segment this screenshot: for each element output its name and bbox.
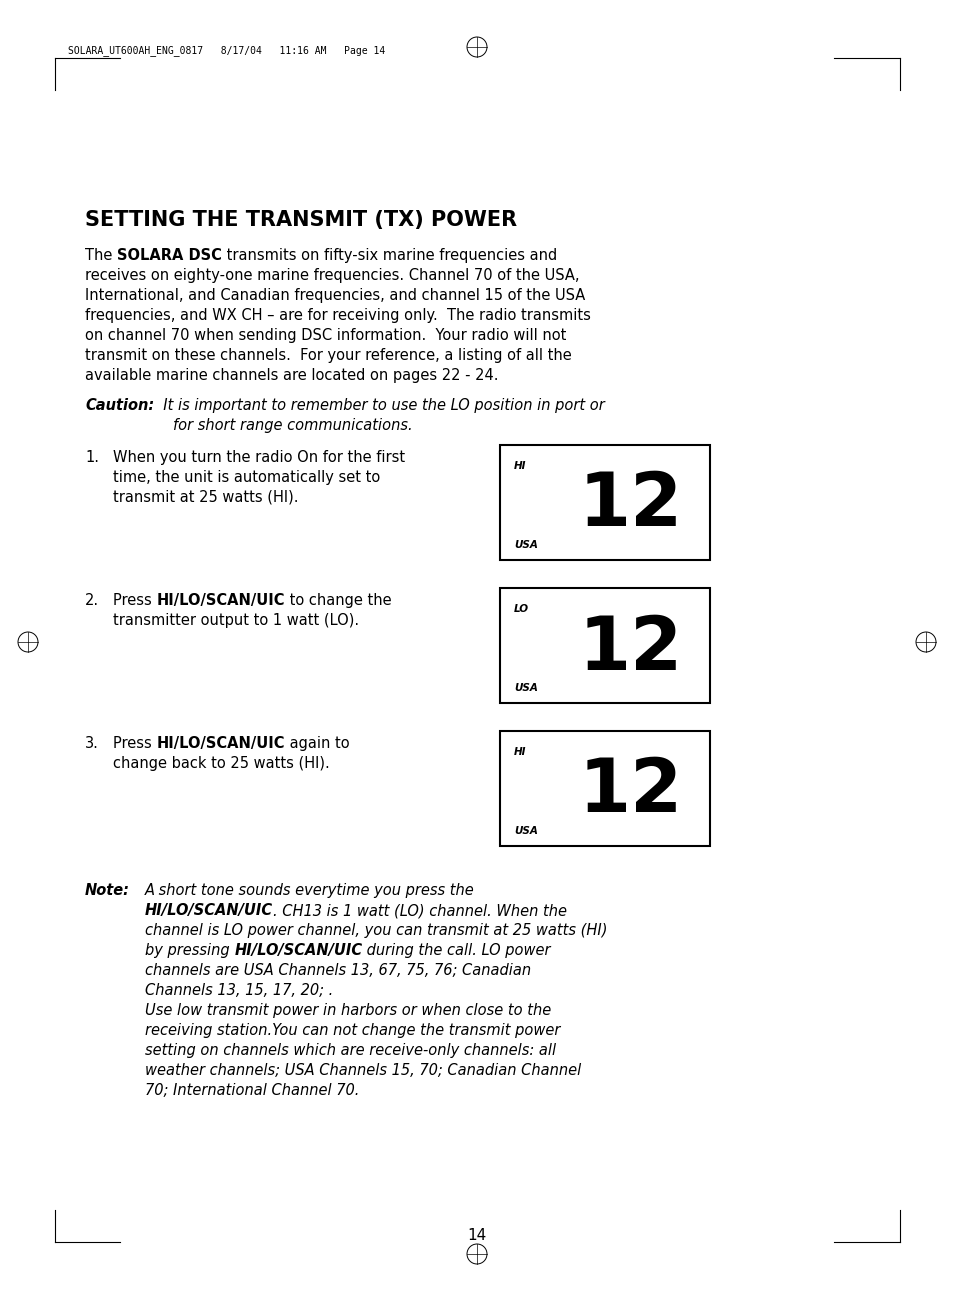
Text: transmitter output to 1 watt (LO).: transmitter output to 1 watt (LO). (112, 613, 358, 628)
Text: HI/LO/SCAN/UIC: HI/LO/SCAN/UIC (156, 593, 285, 608)
Text: available marine channels are located on pages 22 - 24.: available marine channels are located on… (85, 368, 498, 383)
Text: to change the: to change the (285, 593, 391, 608)
Text: . CH13 is 1 watt (LO) channel. When the: . CH13 is 1 watt (LO) channel. When the (273, 903, 566, 918)
Text: time, the unit is automatically set to: time, the unit is automatically set to (112, 470, 380, 485)
Text: by pressing: by pressing (145, 943, 234, 958)
Text: Note:: Note: (85, 883, 130, 898)
Bar (499, 732, 709, 846)
Text: Press: Press (112, 735, 156, 751)
Text: 12: 12 (578, 612, 681, 686)
Text: Press: Press (112, 593, 156, 608)
Text: during the call. LO power: during the call. LO power (362, 943, 550, 958)
Text: Caution:: Caution: (85, 398, 154, 412)
Text: 1.: 1. (85, 450, 99, 466)
Text: LO: LO (514, 604, 529, 613)
Text: setting on channels which are receive-only channels: all: setting on channels which are receive-on… (145, 1043, 556, 1058)
Text: HI: HI (514, 460, 526, 471)
Text: When you turn the radio On for the first: When you turn the radio On for the first (112, 450, 405, 466)
Text: for short range communications.: for short range communications. (172, 418, 413, 433)
Text: weather channels; USA Channels 15, 70; Canadian Channel: weather channels; USA Channels 15, 70; C… (145, 1064, 580, 1078)
Text: 3.: 3. (85, 735, 99, 751)
Text: 12: 12 (578, 755, 681, 829)
Text: USA: USA (514, 684, 537, 693)
Text: receiving station.You can not change the transmit power: receiving station.You can not change the… (145, 1023, 559, 1038)
Text: HI/LO/SCAN/UIC: HI/LO/SCAN/UIC (145, 903, 273, 918)
Text: International, and Canadian frequencies, and channel 15 of the USA: International, and Canadian frequencies,… (85, 288, 584, 303)
Bar (499, 588, 709, 703)
Text: A short tone sounds everytime you press the: A short tone sounds everytime you press … (145, 883, 475, 898)
Text: HI/LO/SCAN/UIC: HI/LO/SCAN/UIC (234, 943, 362, 958)
Text: 14: 14 (467, 1228, 486, 1243)
Text: frequencies, and WX CH – are for receiving only.  The radio transmits: frequencies, and WX CH – are for receivi… (85, 307, 590, 323)
Text: Use low transmit power in harbors or when close to the: Use low transmit power in harbors or whe… (145, 1003, 551, 1018)
Text: channel is LO power channel, you can transmit at 25 watts (HI): channel is LO power channel, you can tra… (145, 923, 607, 938)
Text: 2.: 2. (85, 593, 99, 608)
Text: SOLARA_UT600AH_ENG_0817   8/17/04   11:16 AM   Page 14: SOLARA_UT600AH_ENG_0817 8/17/04 11:16 AM… (68, 45, 385, 56)
Text: HI: HI (514, 747, 526, 757)
Text: transmits on fifty-six marine frequencies and: transmits on fifty-six marine frequencie… (222, 248, 557, 263)
Text: SETTING THE TRANSMIT (TX) POWER: SETTING THE TRANSMIT (TX) POWER (85, 210, 517, 230)
Text: SOLARA DSC: SOLARA DSC (117, 248, 222, 263)
Text: transmit on these channels.  For your reference, a listing of all the: transmit on these channels. For your ref… (85, 348, 571, 363)
Text: The: The (85, 248, 117, 263)
Text: channels are USA Channels 13, 67, 75, 76; Canadian: channels are USA Channels 13, 67, 75, 76… (145, 962, 531, 978)
Text: on channel 70 when sending DSC information.  Your radio will not: on channel 70 when sending DSC informati… (85, 328, 566, 342)
Text: 12: 12 (578, 470, 681, 542)
Text: USA: USA (514, 540, 537, 550)
Text: USA: USA (514, 826, 537, 837)
Text: change back to 25 watts (HI).: change back to 25 watts (HI). (112, 756, 330, 770)
Text: transmit at 25 watts (HI).: transmit at 25 watts (HI). (112, 490, 298, 505)
Text: HI/LO/SCAN/UIC: HI/LO/SCAN/UIC (156, 735, 285, 751)
Text: Channels 13, 15, 17, 20; .: Channels 13, 15, 17, 20; . (145, 983, 333, 997)
Text: receives on eighty-one marine frequencies. Channel 70 of the USA,: receives on eighty-one marine frequencie… (85, 268, 578, 283)
Text: again to: again to (285, 735, 349, 751)
Text: 70; International Channel 70.: 70; International Channel 70. (145, 1083, 359, 1099)
Bar (499, 445, 709, 560)
Text: It is important to remember to use the LO position in port or: It is important to remember to use the L… (154, 398, 604, 412)
